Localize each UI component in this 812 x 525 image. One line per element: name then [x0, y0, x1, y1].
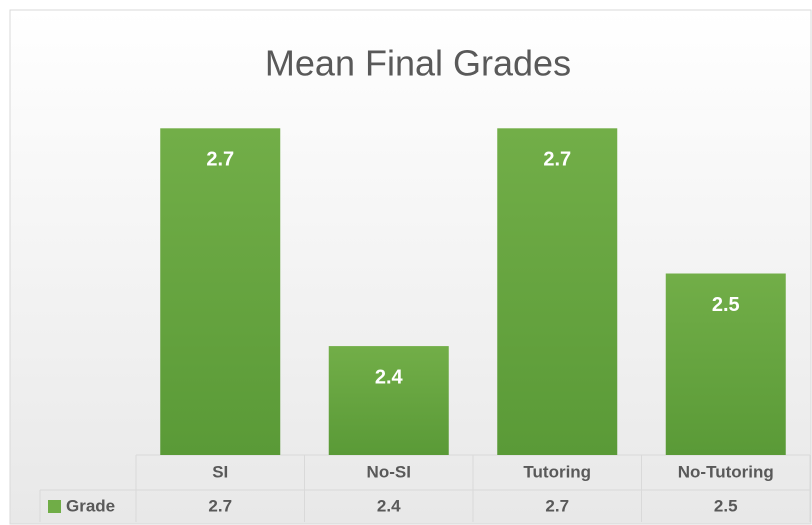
x-tick-label: No-Tutoring: [678, 462, 774, 481]
table-value: 2.7: [208, 496, 232, 515]
data-label: 2.5: [712, 294, 740, 316]
x-tick-label: No-SI: [367, 462, 411, 481]
legend-label: Grade: [66, 496, 115, 515]
data-label: 2.7: [543, 149, 571, 171]
bar: [160, 128, 281, 456]
bar: [665, 273, 786, 455]
table-value: 2.4: [377, 496, 401, 515]
data-label: 2.7: [206, 149, 234, 171]
chart-title: Mean Final Grades: [265, 43, 571, 84]
data-label: 2.4: [375, 366, 404, 388]
table-value: 2.5: [714, 496, 738, 515]
table-value: 2.7: [545, 496, 569, 515]
bar: [328, 346, 449, 455]
x-tick-label: Tutoring: [523, 462, 591, 481]
legend-key: [48, 500, 61, 513]
bar: [497, 128, 618, 456]
x-tick-label: SI: [212, 462, 228, 481]
